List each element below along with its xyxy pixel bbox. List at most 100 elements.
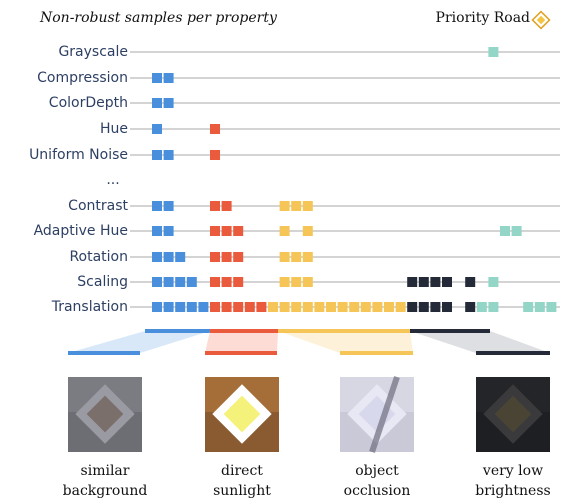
sample-square	[291, 302, 302, 312]
sample-square	[163, 302, 174, 312]
sample-square	[198, 302, 209, 312]
row-label: Grayscale	[58, 44, 128, 60]
sample-square	[291, 277, 302, 287]
example-image	[476, 377, 550, 452]
sample-square	[349, 302, 360, 312]
sample-square	[163, 150, 174, 160]
row-label: Compression	[37, 70, 128, 86]
sample-square	[488, 302, 499, 312]
sample-square	[210, 252, 220, 262]
sample-square	[476, 302, 487, 312]
sample-square	[175, 277, 186, 287]
sample-square	[152, 277, 162, 287]
row-label: Translation	[51, 299, 128, 315]
sign-inner	[494, 395, 532, 433]
sample-square	[418, 302, 429, 312]
sample-square	[291, 201, 302, 211]
sample-square	[430, 302, 441, 312]
sample-square	[302, 252, 313, 262]
example-caption: object	[355, 463, 399, 479]
sign-inner	[223, 395, 261, 433]
example-caption: direct	[221, 463, 263, 479]
sample-square	[186, 302, 197, 312]
example-image	[340, 376, 414, 453]
example-caption: brightness	[475, 483, 550, 499]
sample-square	[163, 98, 174, 108]
sample-square	[210, 201, 220, 211]
bracket-area	[68, 331, 210, 353]
sample-square	[256, 302, 267, 312]
sample-square	[279, 277, 290, 287]
sample-square	[523, 302, 534, 312]
sample-square	[279, 252, 290, 262]
sample-square	[302, 201, 313, 211]
sample-square	[152, 98, 162, 108]
sample-square	[244, 302, 255, 312]
example-caption: occlusion	[344, 483, 411, 499]
sample-square	[442, 277, 452, 287]
sample-square	[302, 226, 313, 236]
sample-square	[430, 277, 441, 287]
sample-square	[465, 277, 476, 287]
sample-square	[186, 277, 197, 287]
sample-square	[407, 302, 418, 312]
sample-square	[384, 302, 394, 312]
row-label: Scaling	[77, 274, 128, 290]
sample-square	[279, 226, 290, 236]
sample-square	[395, 302, 406, 312]
sample-square	[221, 277, 232, 287]
sample-square	[221, 226, 232, 236]
sample-square	[314, 302, 325, 312]
sample-square	[291, 252, 302, 262]
example-caption: background	[63, 483, 148, 499]
figure-title: Non-robust samples per property	[39, 10, 278, 26]
sample-square	[326, 302, 336, 312]
example-image	[68, 377, 142, 452]
sample-square	[163, 201, 174, 211]
sample-square	[163, 252, 174, 262]
sample-square	[511, 226, 522, 236]
sample-square	[279, 201, 290, 211]
sample-square	[233, 302, 244, 312]
bracket-area	[410, 331, 550, 353]
sample-square	[233, 226, 244, 236]
sample-square	[337, 302, 348, 312]
sample-square	[221, 201, 232, 211]
sample-square	[302, 302, 313, 312]
example-caption: sunlight	[213, 483, 271, 499]
sign-inner	[86, 395, 124, 433]
sample-square	[418, 277, 429, 287]
sample-square	[152, 252, 162, 262]
class-label: Priority Road	[436, 10, 530, 26]
sample-square	[210, 226, 220, 236]
row-label: Uniform Noise	[29, 147, 128, 163]
sample-square	[210, 302, 220, 312]
sample-square	[175, 302, 186, 312]
sample-square	[442, 302, 452, 312]
example-caption: similar	[81, 463, 130, 479]
ellipsis: ...	[106, 172, 119, 188]
sample-square	[175, 252, 186, 262]
example-image	[205, 377, 279, 452]
sample-square	[163, 226, 174, 236]
sample-square	[210, 150, 220, 160]
sample-square	[152, 73, 162, 83]
row-label: Contrast	[68, 198, 128, 214]
sample-square	[360, 302, 371, 312]
sample-square	[210, 124, 220, 134]
sample-square	[500, 226, 510, 236]
sample-square	[221, 302, 232, 312]
sample-square	[407, 277, 418, 287]
row-label: Adaptive Hue	[34, 223, 128, 239]
sample-square	[221, 252, 232, 262]
sample-square	[546, 302, 557, 312]
sample-square	[163, 277, 174, 287]
sample-square	[302, 277, 313, 287]
sample-square	[488, 277, 499, 287]
sample-square	[152, 201, 162, 211]
sample-square	[152, 124, 162, 134]
sample-square	[465, 302, 476, 312]
sample-square	[163, 73, 174, 83]
priority-road-icon	[531, 10, 551, 30]
